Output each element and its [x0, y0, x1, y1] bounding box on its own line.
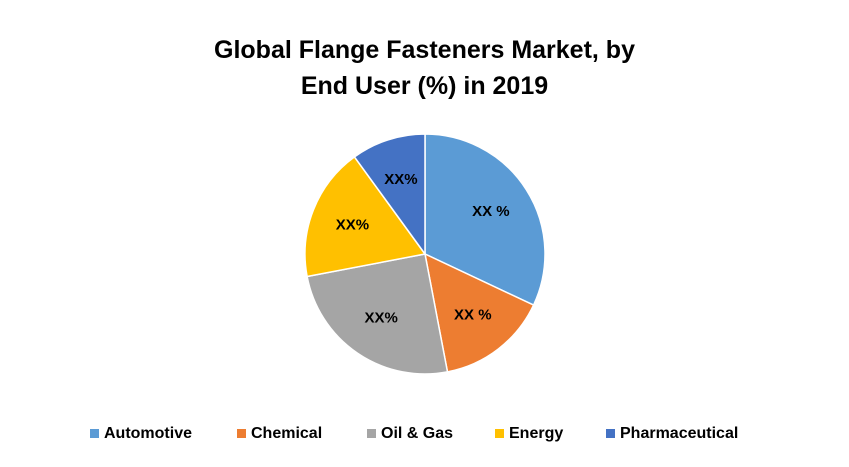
pie-slice	[353, 133, 426, 257]
legend-swatch	[237, 429, 246, 438]
pie-slice	[423, 252, 535, 373]
legend-swatch	[606, 429, 615, 438]
pie-slice	[424, 133, 546, 307]
legend-label: Automotive	[104, 425, 192, 442]
legend-label: Chemical	[251, 425, 322, 442]
legend-swatch	[495, 429, 504, 438]
legend-swatch	[367, 429, 376, 438]
legend-label: Energy	[509, 425, 563, 442]
pie-slice	[306, 253, 449, 375]
data-label: XX%	[364, 309, 397, 326]
legend-label: Pharmaceutical	[620, 425, 738, 442]
legend-swatch	[90, 429, 99, 438]
data-label: XX%	[384, 171, 417, 188]
data-label: XX %	[454, 307, 492, 324]
data-label: XX %	[472, 203, 510, 220]
pie-slice	[304, 155, 427, 278]
data-label: XX%	[336, 216, 369, 233]
chart-title: Global Flange Fasteners Market, by End U…	[214, 36, 635, 100]
legend-label: Oil & Gas	[381, 425, 453, 442]
